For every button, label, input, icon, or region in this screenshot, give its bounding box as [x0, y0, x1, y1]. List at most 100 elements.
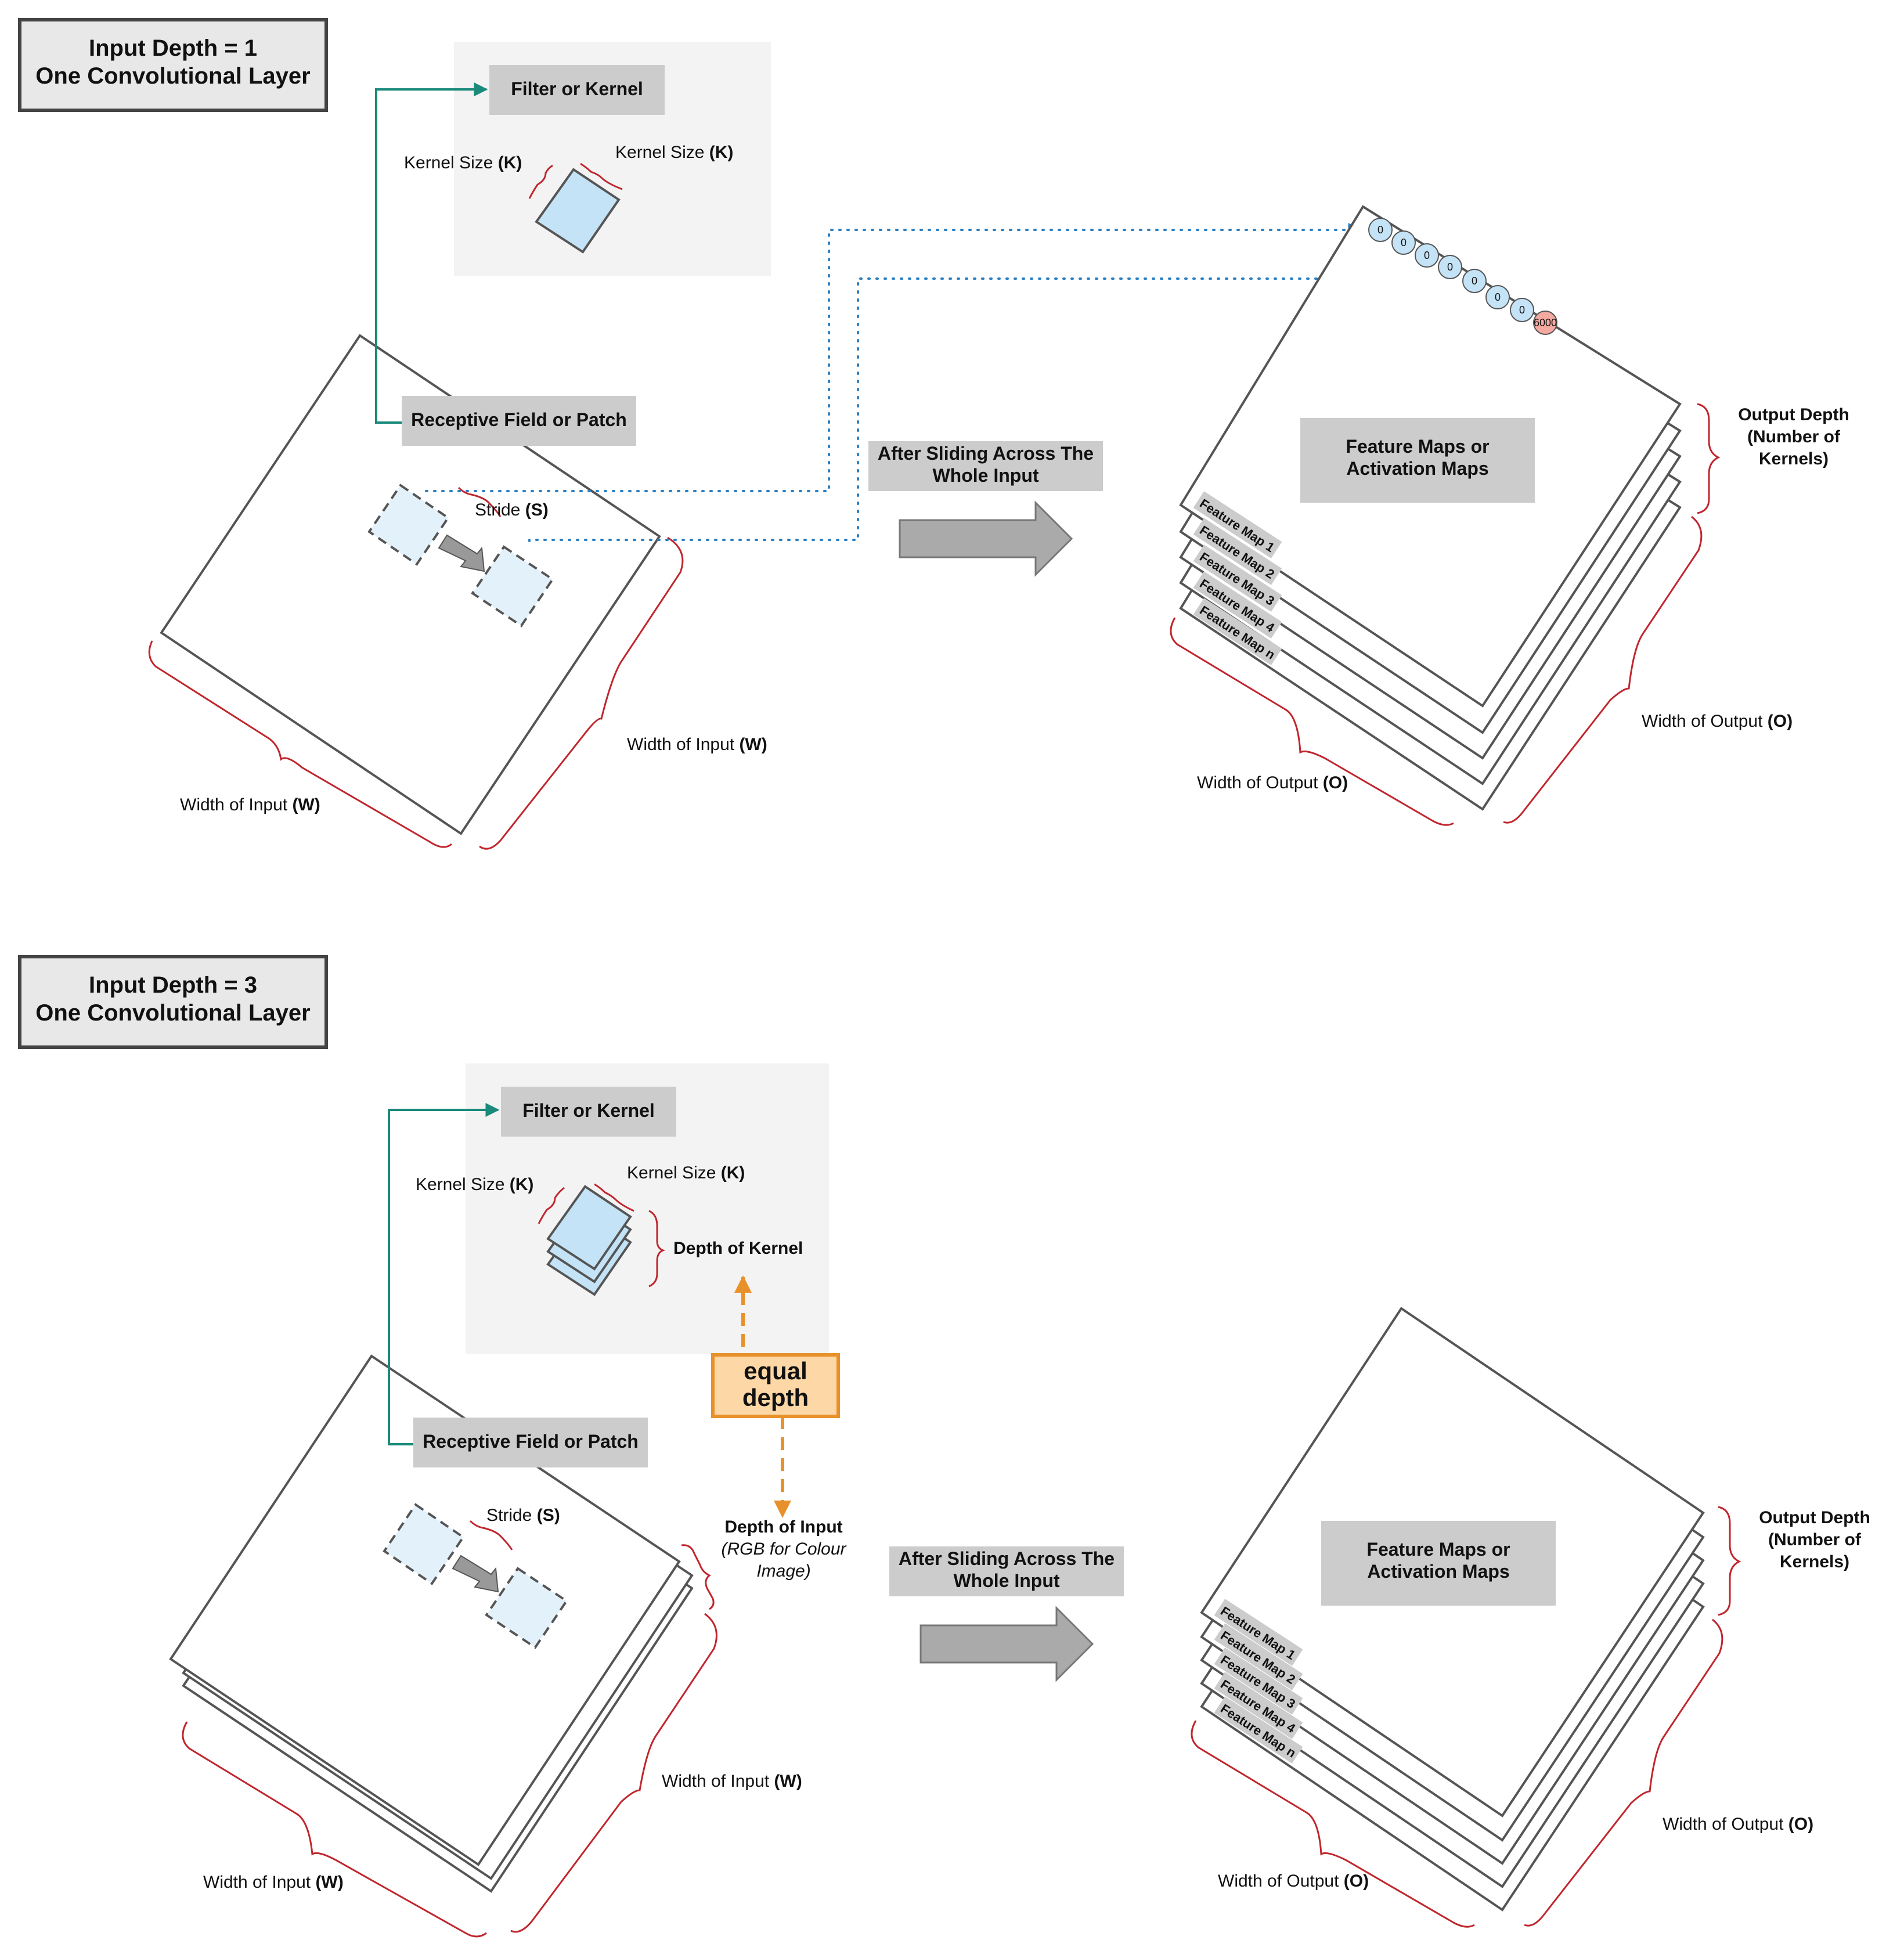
output-width-brace-left-top [1170, 617, 1454, 826]
output-width-brace-right-top [1503, 515, 1703, 824]
input-depth-brace [681, 1544, 715, 1610]
svg-text:0: 0 [1472, 275, 1477, 287]
title-line2: One Convolutional Layer [35, 1000, 310, 1026]
kernel-brace-right [580, 163, 623, 190]
kernel-size-right-label: Kernel Size (K) [615, 143, 733, 162]
sliding-box-top: After Sliding Across The Whole Input [868, 441, 1103, 491]
teal-connector-bottom [388, 1103, 500, 1445]
input-width-brace-right-bottom [510, 1613, 717, 1933]
panel-top: Input Depth = 1 One Convolutional Layer … [18, 18, 1849, 850]
sliding-line2: Whole Input [953, 1570, 1059, 1591]
sliding-line1: After Sliding Across The [878, 443, 1094, 464]
title-line1: Input Depth = 3 [89, 972, 257, 998]
svg-text:0: 0 [1424, 250, 1430, 261]
feature-stack-bottom: Feature Map 1 Feature Map 2 Feature Map … [1200, 1307, 1705, 1912]
output-depth-brace-top [1697, 403, 1721, 514]
sliding-line1: After Sliding Across The [899, 1548, 1115, 1569]
svg-text:0: 0 [1447, 261, 1453, 273]
kernel-size-left-label: Kernel Size (K) [404, 153, 522, 172]
receptive-field-box-top: Receptive Field or Patch [402, 396, 636, 446]
kernel-square-1 [546, 1185, 632, 1271]
title-box-bottom: Input Depth = 3 One Convolutional Layer [18, 955, 328, 1049]
node-7: 6000 [1533, 311, 1557, 335]
receptive-field-box-bottom: Receptive Field or Patch [413, 1418, 648, 1467]
equal-depth-box: equal depth [711, 1353, 840, 1418]
output-width-brace-left-bottom [1191, 1720, 1475, 1928]
output-depth-line2-bottom: (Number of [1768, 1530, 1862, 1549]
stride-label-top: Stride (S) [475, 500, 549, 520]
node-2: 0 [1415, 243, 1439, 268]
kernel-square [535, 168, 621, 254]
feature-maps-line2: Activation Maps [1346, 458, 1488, 479]
stride-arrow-top [438, 534, 485, 572]
sliding-line2: Whole Input [932, 465, 1038, 486]
output-depth-brace-bottom [1718, 1506, 1741, 1616]
width-output-left-top: Width of Output (O) [1197, 773, 1348, 792]
receptive-field-label: Receptive Field or Patch [423, 1431, 639, 1452]
feature-stack-top: Feature Map 1 Feature Map 2 Feature Map … [1179, 205, 1682, 811]
feature-maps-line2: Activation Maps [1367, 1561, 1509, 1582]
kernel-depth-brace [648, 1210, 666, 1288]
filter-label: Filter or Kernel [522, 1100, 655, 1121]
svg-text:0: 0 [1377, 224, 1383, 236]
sliding-box-bottom: After Sliding Across The Whole Input [889, 1546, 1124, 1596]
feature-maps-box-bottom: Feature Maps or Activation Maps [1321, 1521, 1556, 1606]
stride-arrow-bottom [452, 1555, 499, 1593]
stride-brace-bottom [469, 1520, 513, 1550]
node-0: 0 [1368, 218, 1393, 242]
feature-maps-line1: Feature Maps or [1346, 436, 1489, 457]
width-output-right-bottom: Width of Output (O) [1663, 1815, 1813, 1834]
svg-text:0: 0 [1401, 237, 1407, 248]
patch-1-bottom [383, 1503, 465, 1585]
width-input-right-bottom: Width of Input (W) [662, 1772, 802, 1791]
kernel-brace-left [528, 164, 553, 199]
kernel-brace-right-bottom [594, 1183, 634, 1212]
node-5: 0 [1485, 285, 1510, 309]
patch-2-bottom [485, 1567, 568, 1649]
feature-maps-line1: Feature Maps or [1366, 1539, 1510, 1560]
width-input-right-top: Width of Input (W) [627, 735, 767, 754]
output-depth-line1-top: Output Depth [1738, 405, 1849, 424]
depth-input-line2: (RGB for Colour [721, 1539, 846, 1559]
title-box-top: Input Depth = 1 One Convolutional Layer [18, 18, 328, 112]
sliding-arrow-top [899, 500, 1073, 577]
panel-bottom: Input Depth = 3 One Convolutional Layer … [18, 955, 1870, 1938]
kernel-size-right-label-bottom: Kernel Size (K) [627, 1163, 745, 1182]
width-input-left-bottom: Width of Input (W) [203, 1873, 344, 1892]
stride-brace-top [457, 486, 502, 517]
depth-input-line3: Image) [756, 1562, 810, 1581]
node-3: 0 [1438, 255, 1462, 279]
svg-text:6000: 6000 [1534, 317, 1557, 329]
width-output-left-bottom: Width of Output (O) [1218, 1872, 1369, 1891]
depth-kernel-label: Depth of Kernel [673, 1239, 803, 1258]
equal-line2: depth [742, 1384, 809, 1411]
node-1: 0 [1391, 230, 1416, 255]
input-sheet-1 [169, 1354, 681, 1866]
node-4: 0 [1462, 269, 1487, 293]
input-sheet-top [160, 334, 661, 835]
filter-label: Filter or Kernel [511, 78, 643, 99]
svg-text:0: 0 [1519, 304, 1525, 316]
output-depth-line1-bottom: Output Depth [1759, 1508, 1870, 1527]
input-width-brace-left-bottom [182, 1721, 487, 1938]
patch-1-top [367, 484, 450, 566]
teal-connector-top [375, 82, 488, 424]
node-6: 0 [1510, 298, 1534, 322]
sliding-arrow-bottom [919, 1606, 1094, 1682]
dotted-link-2-top [528, 253, 1414, 542]
input-width-brace-left-top [148, 640, 452, 848]
width-input-left-top: Width of Input (W) [180, 795, 320, 814]
output-depth-line2-top: (Number of [1747, 427, 1841, 446]
equal-line1: equal [744, 1357, 807, 1384]
depth-input-line1: Depth of Input [724, 1517, 842, 1537]
filter-label-box: Filter or Kernel [489, 65, 665, 115]
title-line2: One Convolutional Layer [35, 63, 310, 89]
feature-maps-box-top: Feature Maps or Activation Maps [1300, 418, 1535, 503]
kernel-size-left-label-bottom: Kernel Size (K) [416, 1175, 533, 1194]
output-depth-line3-bottom: Kernels) [1780, 1552, 1849, 1571]
receptive-field-label: Receptive Field or Patch [411, 409, 627, 430]
stride-label-bottom: Stride (S) [486, 1506, 560, 1525]
output-width-brace-right-bottom [1524, 1618, 1723, 1927]
output-depth-line3-top: Kernels) [1759, 449, 1829, 468]
